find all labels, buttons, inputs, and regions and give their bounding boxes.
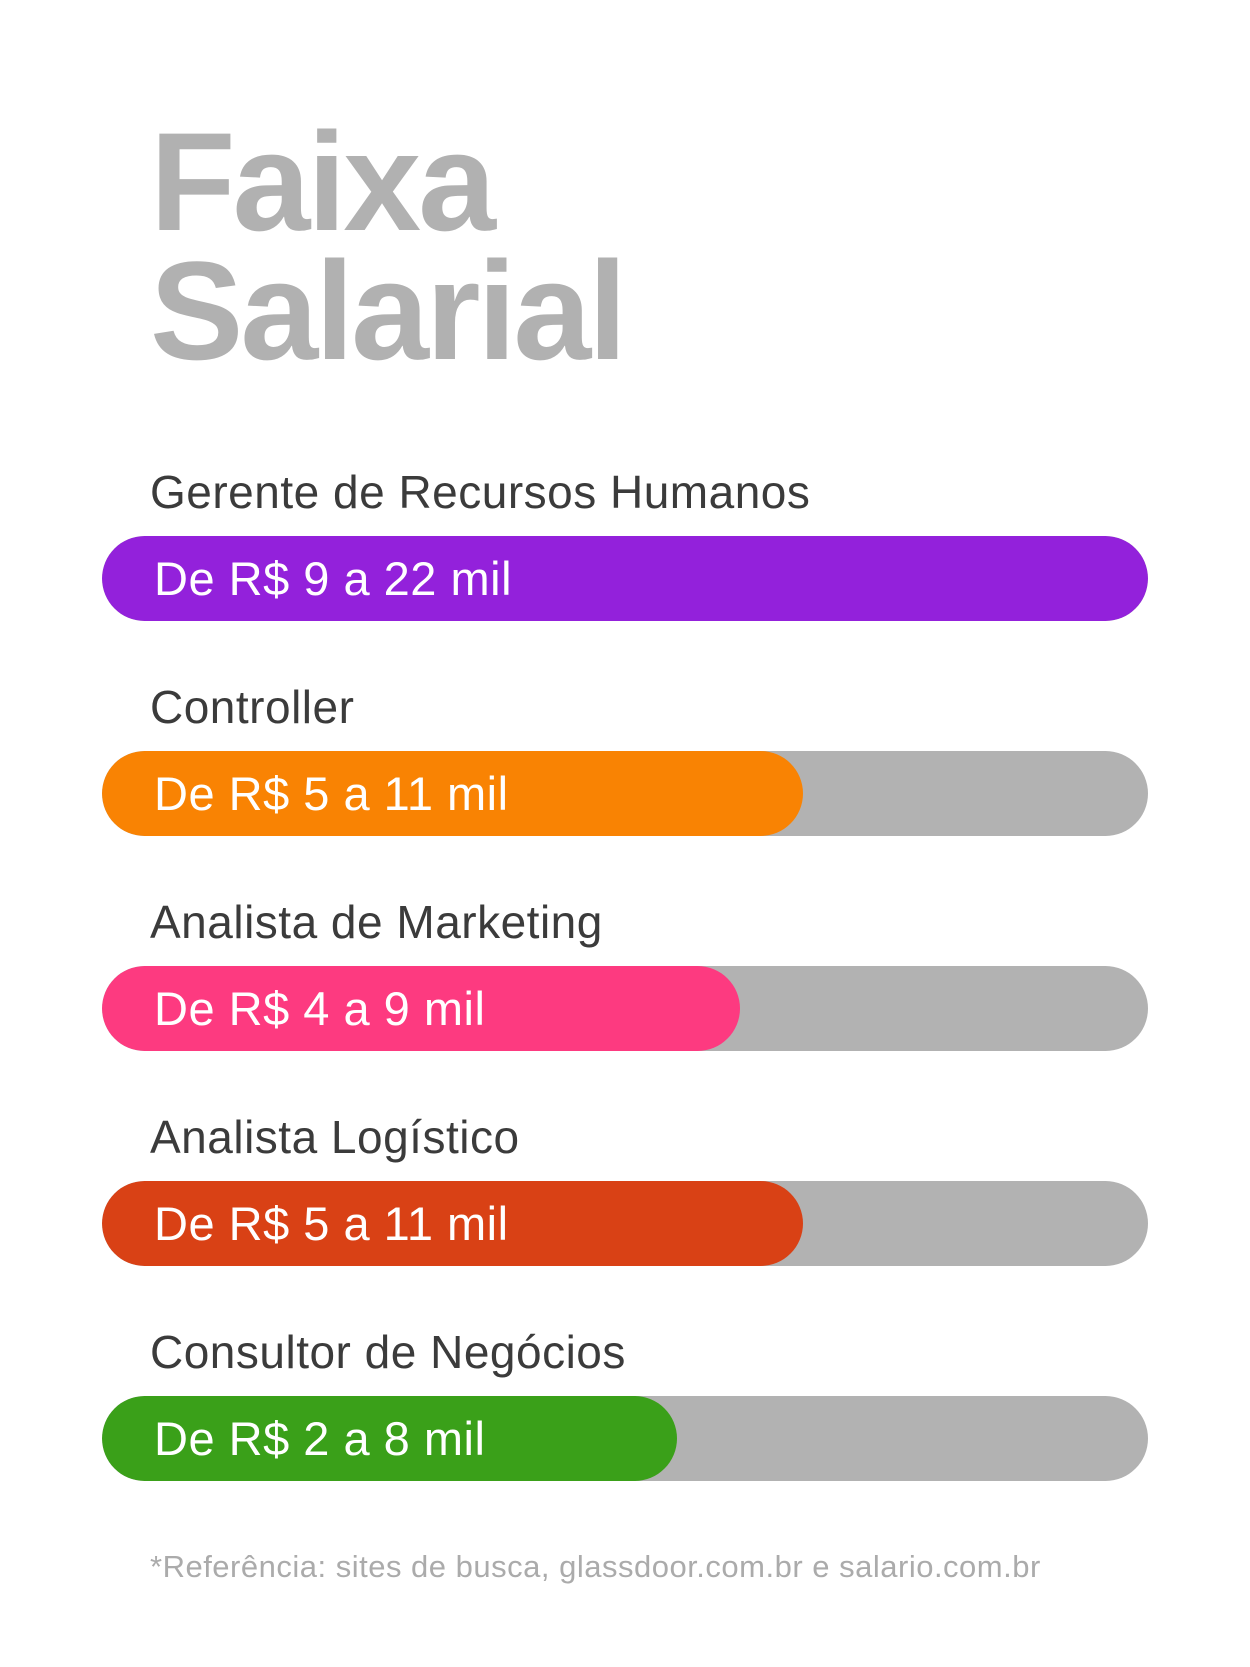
salary-bar-track: De R$ 2 a 8 mil bbox=[102, 1395, 1148, 1481]
page-title: Faixa Salarial bbox=[102, 0, 1148, 381]
salary-row: Analista Logístico De R$ 5 a 11 mil bbox=[102, 1109, 1148, 1266]
salary-bar-track: De R$ 9 a 22 mil bbox=[102, 535, 1148, 621]
content-column: Faixa Salarial Gerente de Recursos Humano… bbox=[102, 0, 1148, 1586]
salary-bar-fill bbox=[102, 535, 1148, 621]
salary-range-value: De R$ 5 a 11 mil bbox=[154, 766, 509, 820]
salary-row: Controller De R$ 5 a 11 mil bbox=[102, 679, 1148, 836]
job-title-label: Analista Logístico bbox=[150, 1110, 520, 1163]
salary-range-value: De R$ 5 a 11 mil bbox=[154, 1196, 509, 1250]
salary-range-value: De R$ 2 a 8 mil bbox=[154, 1411, 486, 1465]
reference-footnote: *Referência: sites de busca, glassdoor.c… bbox=[150, 1548, 1041, 1584]
salary-bar-list: Gerente de Recursos Humanos De R$ 9 a 22… bbox=[102, 464, 1148, 1481]
salary-bar-track: De R$ 4 a 9 mil bbox=[102, 965, 1148, 1051]
job-title-label: Analista de Marketing bbox=[150, 895, 603, 948]
job-title-label: Gerente de Recursos Humanos bbox=[150, 465, 811, 518]
salary-row: Consultor de Negócios De R$ 2 a 8 mil bbox=[102, 1324, 1148, 1481]
job-title-label: Controller bbox=[150, 680, 355, 733]
salary-bar-fill bbox=[102, 1395, 678, 1481]
salary-bar-fill bbox=[102, 1180, 803, 1266]
salary-row: Gerente de Recursos Humanos De R$ 9 a 22… bbox=[102, 464, 1148, 621]
salary-range-value: De R$ 4 a 9 mil bbox=[154, 981, 486, 1035]
job-title-label: Consultor de Negócios bbox=[150, 1325, 626, 1378]
salary-row: Analista de Marketing De R$ 4 a 9 mil bbox=[102, 894, 1148, 1051]
page-title-line2: Salarial bbox=[150, 231, 627, 389]
salary-bar-fill bbox=[102, 750, 803, 836]
salary-range-value: De R$ 9 a 22 mil bbox=[154, 551, 513, 605]
salary-bar-track: De R$ 5 a 11 mil bbox=[102, 750, 1148, 836]
salary-bar-fill bbox=[102, 965, 741, 1051]
salary-bar-track: De R$ 5 a 11 mil bbox=[102, 1180, 1148, 1266]
page-title-line1: Faixa bbox=[150, 103, 496, 260]
